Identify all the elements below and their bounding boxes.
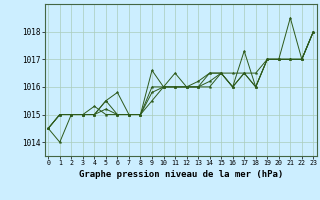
X-axis label: Graphe pression niveau de la mer (hPa): Graphe pression niveau de la mer (hPa)	[79, 170, 283, 179]
